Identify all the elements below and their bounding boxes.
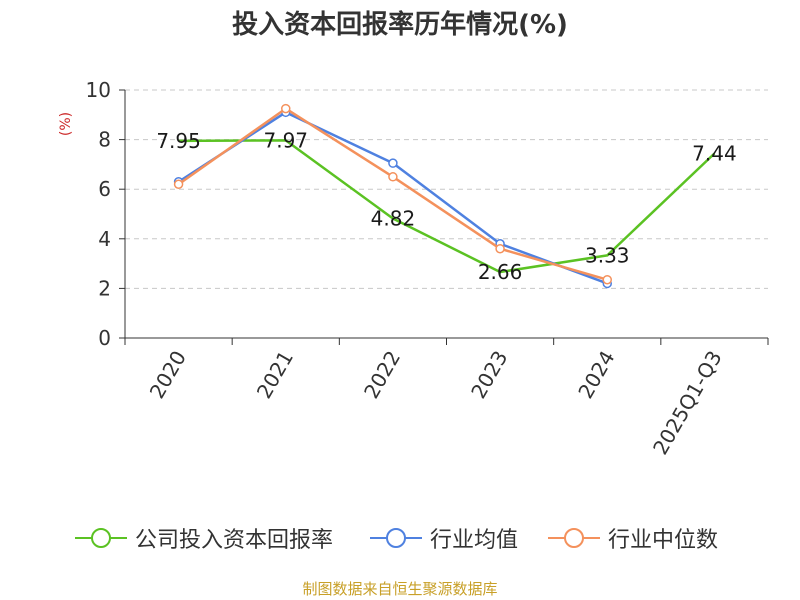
y-axis-label: (%) — [58, 112, 74, 136]
series-line — [177, 107, 608, 281]
y-tick-label: 10 — [86, 78, 111, 102]
y-tick-label: 2 — [98, 276, 111, 300]
legend-item-company[interactable]: 公司投入资本回报率 — [75, 518, 333, 558]
legend-marker-company — [75, 528, 127, 548]
data-point — [388, 158, 398, 168]
x-tick-label: 2020 — [145, 347, 191, 403]
y-tick-label: 8 — [98, 128, 111, 152]
data-point — [388, 172, 398, 182]
y-tick-label: 6 — [98, 177, 111, 201]
data-point — [495, 243, 505, 254]
x-tick-label: 2025Q1-Q3 — [648, 347, 727, 459]
data-label: 3.33 — [585, 243, 630, 267]
x-tick-label: 2021 — [252, 347, 298, 403]
x-tick-label: 2023 — [466, 347, 512, 403]
legend-label-industry-median: 行业中位数 — [608, 528, 719, 553]
legend-marker-industry-median — [548, 528, 600, 548]
chart-area: 0 2 4 6 8 10 (%) 2020 2021 2022 2023 2024 2025Q1-Q3 7… — [58, 78, 769, 459]
data-label: 7.44 — [692, 141, 737, 165]
data-point — [602, 274, 612, 285]
legend-label-industry-mean: 行业均值 — [430, 528, 519, 553]
data-label: 7.97 — [263, 128, 308, 152]
legend-marker-industry-mean — [370, 528, 422, 548]
legend: 公司投入资本回报率 行业均值 行业中位数 — [0, 518, 800, 558]
data-label: 7.95 — [156, 129, 201, 153]
legend-item-industry-median[interactable]: 行业中位数 — [548, 518, 718, 558]
x-tick-label: 2024 — [573, 347, 619, 403]
legend-label-company: 公司投入资本回报率 — [135, 528, 334, 553]
data-label: 2.66 — [478, 260, 523, 284]
data-point — [173, 179, 184, 189]
data-point — [281, 103, 291, 114]
legend-item-industry-mean[interactable]: 行业均值 — [370, 518, 518, 558]
y-tick-label: 0 — [98, 326, 111, 350]
chart-title: 投入资本回报率历年情况(%) — [232, 10, 568, 40]
y-tick-label: 4 — [98, 227, 111, 251]
data-label: 4.82 — [371, 206, 416, 230]
source-note: 制图数据来自恒生聚源数据库 — [302, 580, 498, 598]
series-line — [178, 139, 716, 274]
x-tick-label: 2022 — [359, 347, 405, 403]
